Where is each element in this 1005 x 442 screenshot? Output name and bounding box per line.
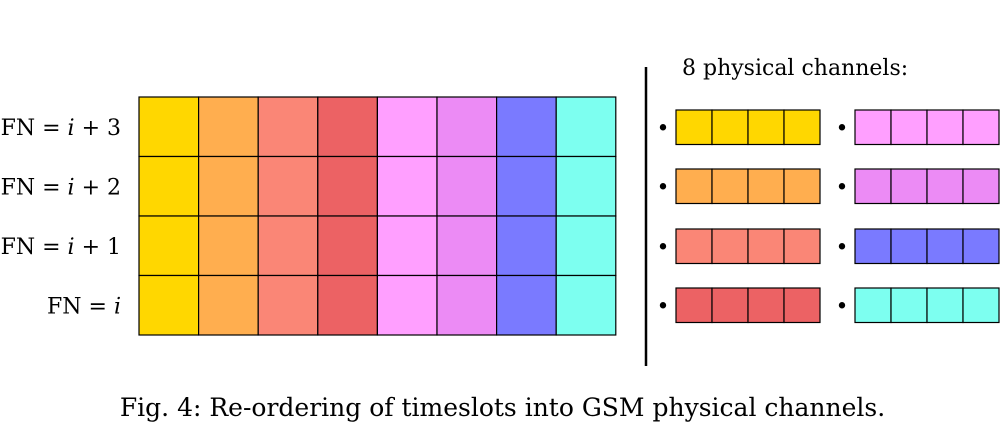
channel-block [962, 287, 1000, 324]
timeslot-cell [138, 215, 200, 277]
channel-block [926, 287, 964, 324]
channel-bullet: • [836, 175, 849, 200]
channel-block [783, 228, 821, 265]
channel-bullet: • [657, 116, 670, 141]
timeslot-cell [376, 96, 438, 158]
channel-block [747, 228, 785, 265]
timeslot-cell [555, 274, 617, 336]
frame-number-label: FN = i + 3 [1, 116, 121, 141]
channel-bullet: • [836, 116, 849, 141]
timeslot-cell [317, 215, 378, 277]
timeslot-cell [555, 96, 617, 158]
frame-number-label: FN = i + 1 [1, 235, 121, 260]
channel-block [890, 168, 928, 205]
figure-caption: Fig. 4: Re-ordering of timeslots into GS… [119, 393, 886, 422]
timeslot-cell [198, 155, 259, 217]
channel-bullet: • [657, 294, 670, 319]
timeslot-cell [317, 274, 378, 336]
channel-block [854, 109, 892, 146]
timeslot-cell [317, 155, 378, 217]
timeslot-cell [496, 155, 557, 217]
channel-block [675, 168, 713, 205]
channel-block [926, 109, 964, 146]
channel-block [711, 168, 749, 205]
channel-block [783, 287, 821, 324]
timeslot-cell [496, 274, 557, 336]
timeslot-cell [198, 96, 259, 158]
frame-number-label: FN = i [47, 294, 121, 319]
physical-channels: • • • • • • • • [657, 109, 1000, 324]
channel-block [783, 109, 821, 146]
channel-block [962, 228, 1000, 265]
timeslot-cell [198, 215, 259, 277]
timeslot-cell [317, 96, 378, 158]
frame-number-label: FN = i + 2 [1, 175, 121, 200]
timeslot-cell [436, 215, 498, 277]
channel-block [675, 228, 713, 265]
timeslot-cell [496, 96, 557, 158]
timeslot-cell [257, 96, 319, 158]
timeslot-cell [376, 215, 438, 277]
channel-block [711, 287, 749, 324]
channel-block [890, 228, 928, 265]
channel-block [926, 168, 964, 205]
timeslot-cell [138, 155, 200, 217]
timeslot-cell [376, 155, 438, 217]
frame-number-labels: FN = i + 3 FN = i + 2 FN = i + 1 FN = i [1, 116, 121, 320]
channel-bullet: • [836, 235, 849, 260]
channel-block [783, 168, 821, 205]
channel-block [890, 109, 928, 146]
channel-block [854, 287, 892, 324]
timeslot-cell [138, 96, 200, 158]
channel-block [890, 287, 928, 324]
timeslot-cell [436, 155, 498, 217]
channel-block [675, 109, 713, 146]
channel-block [926, 228, 964, 265]
timeslot-cell [198, 274, 259, 336]
channel-block [854, 168, 892, 205]
timeslot-cell [257, 215, 319, 277]
channel-block [747, 168, 785, 205]
channel-block [854, 228, 892, 265]
timeslot-cell [555, 215, 617, 277]
channel-block [711, 228, 749, 265]
channel-block [962, 168, 1000, 205]
channel-block [711, 109, 749, 146]
timeslot-cell [257, 155, 319, 217]
channels-title: 8 physical channels: [682, 56, 908, 81]
frame-grid [138, 96, 617, 336]
channel-block [747, 287, 785, 324]
timeslot-cell [376, 274, 438, 336]
channel-block [962, 109, 1000, 146]
timeslot-diagram: FN = i + 3 FN = i + 2 FN = i + 1 FN = i 8 p… [1, 56, 1000, 366]
timeslot-cell [555, 155, 617, 217]
timeslot-cell [436, 274, 498, 336]
channel-bullet: • [836, 294, 849, 319]
timeslot-cell [436, 96, 498, 158]
channel-block [675, 287, 713, 324]
timeslot-cell [496, 215, 557, 277]
timeslot-cell [257, 274, 319, 336]
timeslot-cell [138, 274, 200, 336]
channel-block [747, 109, 785, 146]
channel-bullet: • [657, 235, 670, 260]
channel-bullet: • [657, 175, 670, 200]
